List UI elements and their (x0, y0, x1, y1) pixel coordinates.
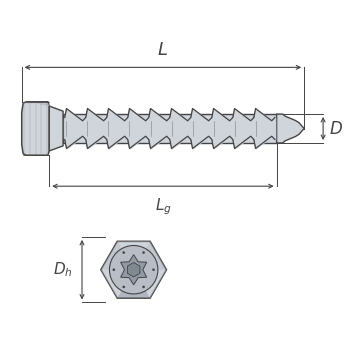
Polygon shape (101, 270, 134, 298)
Polygon shape (121, 255, 147, 285)
Circle shape (152, 268, 155, 271)
Circle shape (142, 286, 145, 288)
Polygon shape (127, 262, 140, 277)
Circle shape (122, 251, 125, 254)
Polygon shape (117, 241, 150, 270)
Polygon shape (117, 270, 150, 298)
Polygon shape (134, 241, 166, 270)
Circle shape (110, 245, 158, 294)
Polygon shape (23, 102, 49, 106)
Circle shape (142, 251, 145, 254)
Text: D: D (330, 119, 343, 138)
Polygon shape (276, 114, 304, 143)
Polygon shape (63, 114, 276, 143)
Circle shape (122, 286, 125, 288)
Text: $D_h$: $D_h$ (52, 260, 72, 279)
Circle shape (112, 268, 115, 271)
Polygon shape (22, 102, 49, 155)
Polygon shape (101, 241, 134, 270)
Polygon shape (101, 241, 166, 298)
Text: L: L (158, 41, 168, 59)
Text: $L_g$: $L_g$ (155, 197, 172, 217)
Polygon shape (134, 270, 166, 298)
Polygon shape (49, 106, 63, 151)
